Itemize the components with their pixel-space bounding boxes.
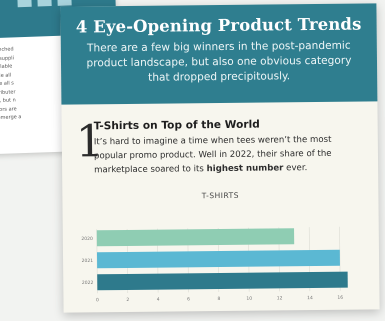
bar: [97, 272, 348, 291]
decor-block: [17, 0, 31, 7]
x-tick-label: 10: [246, 296, 252, 302]
decor-block: [57, 0, 71, 6]
category-label: 2020: [81, 236, 93, 242]
section-body: It’s hard to imagine a time when tees we…: [94, 132, 364, 177]
bar: [97, 228, 294, 246]
chart-title: T-SHIRTS: [62, 189, 378, 201]
x-tick-label: 0: [96, 297, 99, 303]
section-number: 1: [76, 122, 104, 162]
infographic-card: 4 Eye-Opening Product Trends There are a…: [60, 3, 379, 312]
bar-chart: 0 2 4 6 8 10 12 14 16 2020 2021 2022: [63, 225, 380, 308]
x-tick-label: 16: [337, 295, 343, 301]
bar: [97, 250, 340, 269]
x-tick-label: 8: [217, 296, 220, 302]
page-title: 4 Eye-Opening Product Trends: [75, 14, 363, 36]
x-tick-label: 12: [277, 295, 283, 301]
decor-block: [37, 0, 51, 7]
section-body-highlight: highest number: [207, 163, 284, 174]
section-title: T-Shirts on Top of the World: [94, 117, 364, 132]
card-header: 4 Eye-Opening Product Trends There are a…: [60, 3, 377, 104]
section-body-end: ever.: [283, 163, 307, 173]
x-tick-label: 4: [157, 297, 160, 303]
category-label: 2022: [82, 280, 94, 286]
page-subtitle: There are a few big winners in the post-…: [75, 38, 363, 86]
trend-section: 1 T-Shirts on Top of the World It’s hard…: [61, 101, 378, 177]
category-label: 2021: [82, 258, 94, 264]
x-tick-label: 6: [187, 296, 190, 302]
x-tick-label: 14: [307, 295, 313, 301]
x-tick-label: 2: [126, 297, 129, 303]
